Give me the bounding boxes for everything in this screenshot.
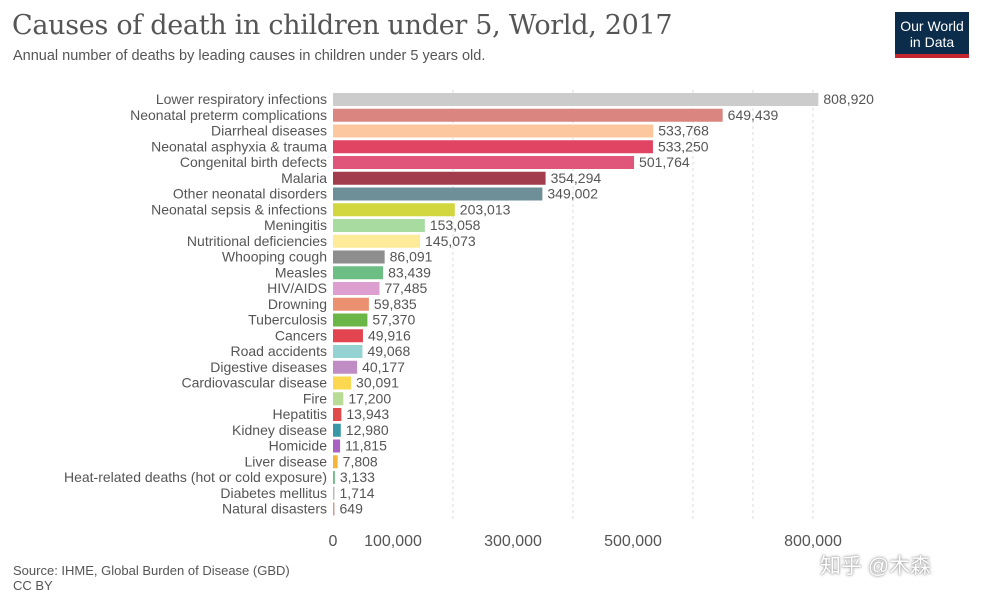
- category-label: Lower respiratory infections: [156, 91, 327, 107]
- value-label: 17,200: [348, 390, 391, 406]
- category-label: Homicide: [269, 438, 328, 454]
- bar: [333, 108, 723, 122]
- category-label: Kidney disease: [232, 422, 327, 438]
- category-label: HIV/AIDS: [267, 280, 327, 296]
- value-label: 49,916: [368, 327, 411, 343]
- logo-line-1: Our World: [900, 18, 964, 34]
- value-label: 13,943: [346, 406, 389, 422]
- value-label: 40,177: [362, 359, 405, 375]
- value-label: 533,250: [658, 138, 709, 154]
- source-note: Source: IHME, Global Burden of Disease (…: [13, 563, 290, 578]
- bar: [333, 408, 342, 421]
- value-label: 86,091: [390, 249, 433, 265]
- category-label: Drowning: [268, 296, 327, 312]
- x-tick-label: 100,000: [364, 533, 422, 550]
- value-label: 203,013: [460, 201, 511, 217]
- bar: [333, 156, 635, 169]
- category-label: Digestive diseases: [210, 359, 327, 375]
- value-label: 57,370: [372, 312, 415, 328]
- value-label: 7,808: [343, 453, 378, 469]
- x-tick-label: 300,000: [484, 533, 542, 550]
- value-label: 3,133: [340, 469, 375, 485]
- category-label: Road accidents: [230, 343, 327, 359]
- value-label: 11,815: [345, 438, 387, 454]
- bar: [333, 297, 369, 311]
- bar: [333, 187, 543, 201]
- category-label: Tuberculosis: [248, 312, 327, 328]
- bar: [333, 502, 335, 516]
- chart-subtitle: Annual number of deaths by leading cause…: [13, 48, 486, 64]
- category-label: Fire: [303, 390, 327, 406]
- owid-logo[interactable]: Our World in Data: [895, 12, 969, 58]
- x-tick-label: 800,000: [784, 533, 842, 550]
- bar: [333, 329, 363, 343]
- value-label: 533,768: [658, 123, 709, 139]
- category-label: Heat-related deaths (hot or cold exposur…: [64, 469, 327, 485]
- category-label: Cardiovascular disease: [181, 375, 327, 391]
- value-label: 1,714: [340, 485, 375, 501]
- bar: [333, 219, 425, 232]
- category-label: Congenital birth defects: [180, 154, 327, 170]
- category-label: Neonatal asphyxia & trauma: [151, 138, 327, 154]
- value-label: 59,835: [374, 296, 417, 312]
- category-label: Neonatal sepsis & infections: [151, 201, 327, 217]
- value-label: 77,485: [384, 280, 427, 296]
- value-label: 649: [340, 501, 364, 517]
- category-label: Other neonatal disorders: [173, 186, 327, 202]
- bar: [333, 392, 344, 406]
- category-label: Measles: [275, 264, 327, 280]
- category-label: Diarrheal diseases: [211, 123, 327, 139]
- value-label: 808,920: [823, 91, 874, 107]
- bar: [333, 250, 385, 264]
- bar: [333, 455, 338, 469]
- bar: [333, 376, 352, 390]
- bar: [333, 266, 384, 280]
- value-label: 354,294: [551, 170, 602, 186]
- category-label: Nutritional deficiencies: [187, 233, 327, 249]
- license-note: CC BY: [13, 578, 53, 593]
- value-label: 649,439: [728, 107, 779, 123]
- bar: [333, 313, 368, 327]
- logo-line-2: in Data: [909, 34, 955, 50]
- bar: [333, 423, 341, 437]
- category-label: Malaria: [281, 170, 327, 186]
- x-tick-label: 0: [329, 533, 338, 550]
- bar: [333, 486, 335, 500]
- value-label: 153,058: [430, 217, 481, 233]
- bar: [333, 124, 654, 138]
- category-label: Hepatitis: [273, 406, 327, 422]
- bar: [333, 360, 358, 374]
- x-tick-label: 500,000: [604, 533, 662, 550]
- value-label: 349,002: [547, 186, 598, 202]
- category-label: Cancers: [275, 327, 327, 343]
- chart-title: Causes of death in children under 5, Wor…: [12, 10, 673, 41]
- bar: [333, 171, 546, 185]
- category-label: Meningitis: [264, 217, 327, 233]
- category-label: Natural disasters: [222, 501, 327, 517]
- value-label: 30,091: [356, 375, 399, 391]
- bar: [333, 345, 363, 358]
- bar: [333, 203, 455, 217]
- value-label: 501,764: [639, 154, 690, 170]
- category-label: Diabetes mellitus: [220, 485, 327, 501]
- bar: [333, 282, 380, 295]
- bar: [333, 234, 421, 248]
- bar: [333, 471, 335, 484]
- value-label: 12,980: [346, 422, 389, 438]
- bar: [333, 93, 819, 106]
- value-label: 145,073: [425, 233, 476, 249]
- category-label: Neonatal preterm complications: [130, 107, 327, 123]
- bar: [333, 439, 341, 453]
- value-label: 49,068: [367, 343, 410, 359]
- value-label: 83,439: [388, 264, 431, 280]
- watermark: 知乎 @木森: [820, 555, 932, 578]
- category-label: Whooping cough: [222, 249, 327, 265]
- bar: [333, 140, 653, 154]
- category-label: Liver disease: [245, 453, 328, 469]
